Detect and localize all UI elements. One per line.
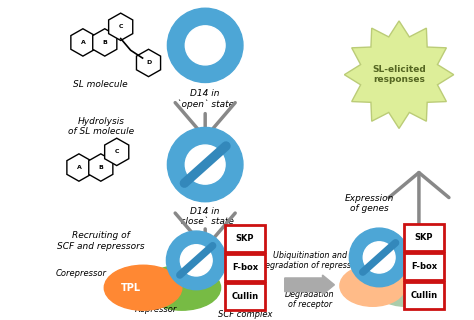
Text: SL molecule: SL molecule (73, 80, 128, 89)
Ellipse shape (104, 265, 182, 310)
FancyBboxPatch shape (225, 283, 265, 310)
FancyBboxPatch shape (225, 225, 265, 252)
Ellipse shape (373, 265, 438, 306)
Polygon shape (105, 138, 129, 165)
Circle shape (166, 231, 226, 290)
FancyBboxPatch shape (404, 282, 444, 309)
Text: C: C (114, 149, 119, 154)
FancyBboxPatch shape (404, 253, 444, 280)
Ellipse shape (143, 265, 220, 310)
Polygon shape (67, 154, 91, 181)
Text: Repressor: Repressor (134, 305, 177, 314)
Text: Hydrolysis
of SL molecule: Hydrolysis of SL molecule (68, 117, 134, 136)
Text: Cullin: Cullin (231, 292, 258, 301)
Text: D14 in
`open` state: D14 in `open` state (177, 89, 234, 109)
Text: Ubiquitination and
degradation of repressor: Ubiquitination and degradation of repres… (260, 251, 359, 270)
Text: Degradation
of receptor: Degradation of receptor (285, 290, 334, 309)
FancyBboxPatch shape (404, 224, 444, 251)
Text: TPL: TPL (120, 283, 141, 293)
Text: Expression
of genes: Expression of genes (345, 194, 394, 213)
Polygon shape (137, 49, 161, 76)
Text: B: B (99, 165, 103, 170)
Ellipse shape (340, 265, 405, 306)
Text: D14 in
`close` state: D14 in `close` state (176, 207, 234, 226)
Text: C: C (118, 24, 123, 29)
Text: SKP: SKP (415, 233, 433, 242)
Text: Corepressor: Corepressor (55, 268, 107, 277)
FancyBboxPatch shape (225, 254, 265, 281)
Text: SL-elicited
responses: SL-elicited responses (372, 65, 426, 84)
Circle shape (167, 127, 243, 202)
Circle shape (180, 245, 212, 276)
Text: A: A (76, 165, 82, 170)
Text: B: B (102, 40, 107, 45)
Text: A: A (81, 40, 85, 45)
Text: F-box: F-box (232, 263, 258, 272)
Polygon shape (345, 21, 454, 128)
Text: D: D (146, 60, 151, 66)
Circle shape (185, 26, 225, 65)
Circle shape (185, 145, 225, 184)
Text: SCF complex: SCF complex (218, 310, 272, 319)
Text: SKP: SKP (236, 234, 254, 243)
Circle shape (349, 228, 409, 287)
Polygon shape (109, 13, 133, 40)
Text: Cullin: Cullin (410, 291, 438, 300)
Polygon shape (93, 29, 117, 56)
Text: F-box: F-box (411, 262, 437, 271)
Polygon shape (89, 154, 113, 181)
Circle shape (363, 242, 395, 273)
Polygon shape (71, 29, 95, 56)
Circle shape (167, 8, 243, 83)
Text: Recruiting of
SCF and repressors: Recruiting of SCF and repressors (57, 231, 145, 251)
FancyArrow shape (285, 275, 335, 295)
